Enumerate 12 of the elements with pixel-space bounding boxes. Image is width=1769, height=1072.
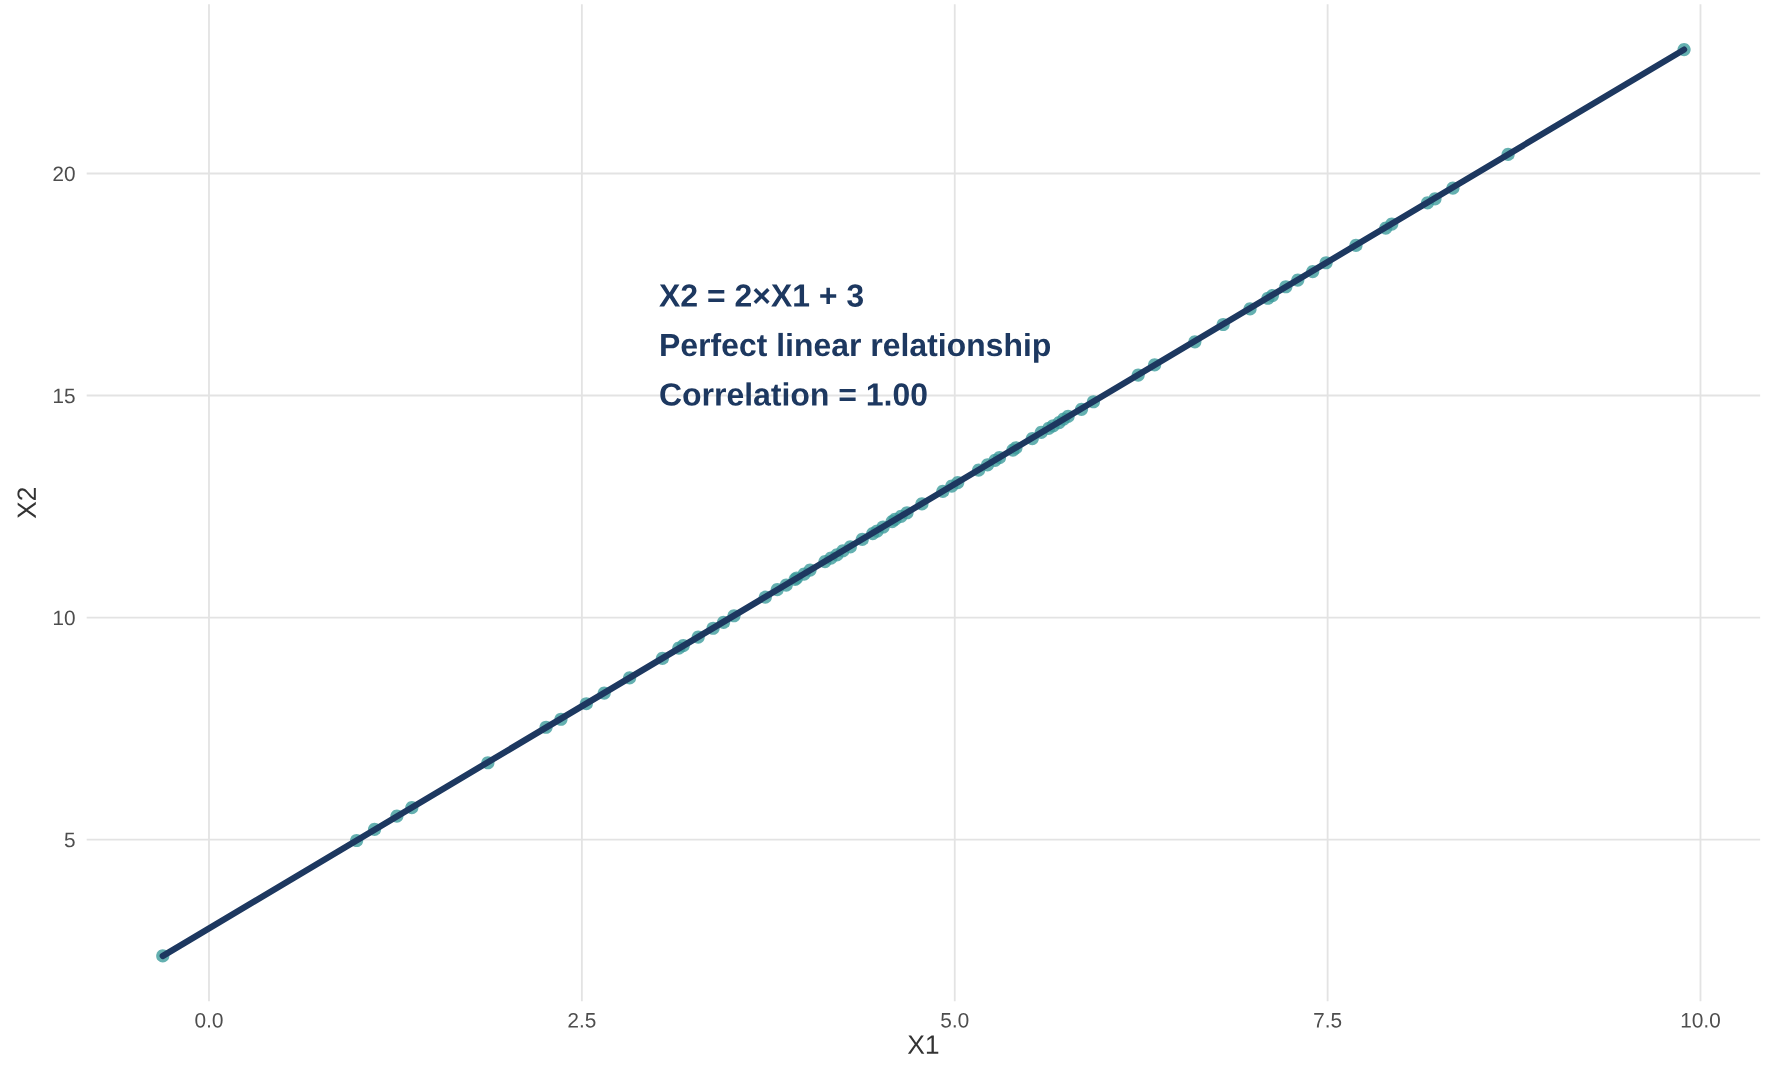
x-tick-label: 2.5 — [568, 1012, 596, 1028]
y-tick-label: 20 — [53, 166, 75, 182]
annotation: X2 = 2×X1 + 3 Perfect linear relationship Correlation = 1.00 — [659, 284, 1051, 406]
x-tick-label: 5.0 — [941, 1012, 969, 1028]
x-axis-title: X1 — [907, 1035, 939, 1054]
x-tick-label: 10.0 — [1681, 1012, 1720, 1028]
y-axis-title: X2 — [17, 487, 36, 519]
y-tick-label: 5 — [64, 832, 75, 848]
x-tick-label: 0.0 — [195, 1012, 223, 1028]
x-tick-label: 7.5 — [1314, 1013, 1342, 1028]
y-tick-label: 15 — [53, 388, 75, 404]
y-tick-label: 10 — [53, 610, 75, 626]
